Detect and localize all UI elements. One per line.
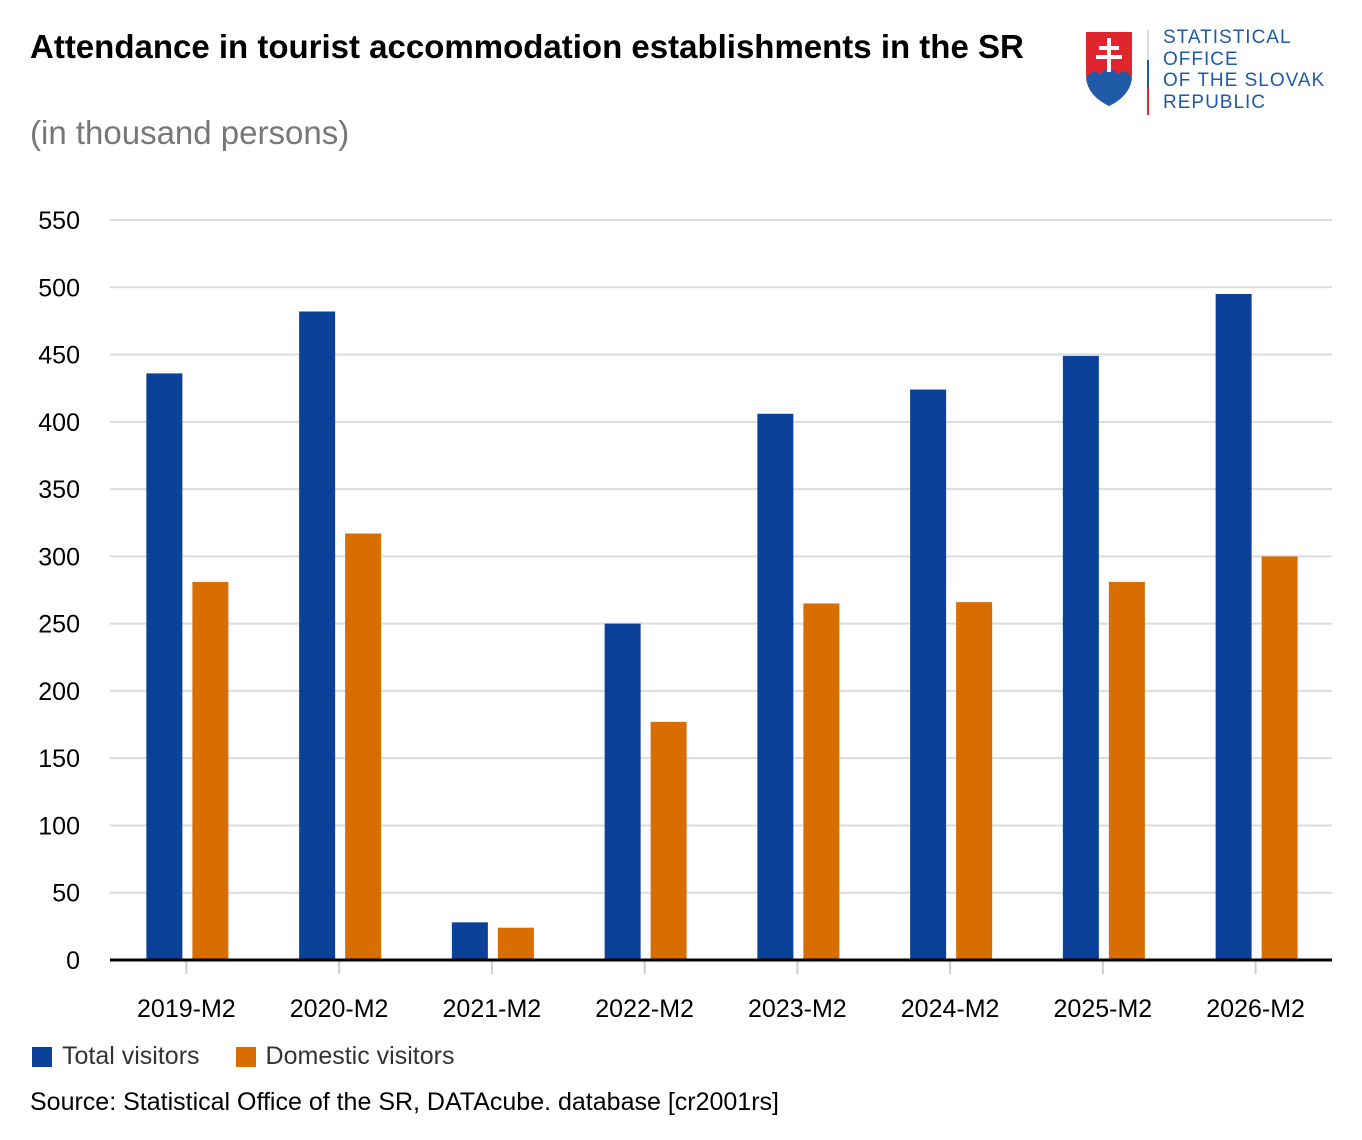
bar-domestic [345,533,382,960]
bar-domestic [650,721,687,960]
x-tick-label: 2020-M2 [290,995,389,1023]
y-tick-label: 150 [38,745,80,773]
y-tick-label: 0 [66,947,80,975]
legend: Total visitors Domestic visitors [32,1042,454,1071]
bar-domestic [497,927,534,960]
y-tick-label: 350 [38,476,80,504]
logo-line: REPUBLIC [1163,91,1267,113]
chart-subtitle: (in thousand persons) [30,114,350,151]
source-note: Source: Statistical Office of the SR, DA… [30,1088,779,1116]
bar-total [757,413,794,960]
bar-total [604,623,641,960]
y-tick-label: 300 [38,543,80,571]
bar-total [1215,294,1252,960]
logo-line: STATISTICAL [1163,27,1292,48]
y-tick-label: 450 [38,342,80,370]
x-tick-label: 2021-M2 [443,995,542,1023]
logo-line: OF THE SLOVAK [1163,70,1326,91]
bar-total [146,373,183,960]
legend-label-domestic: Domestic visitors [265,1042,455,1070]
y-tick-label: 550 [38,207,80,235]
bar-total [910,389,947,960]
legend-label-total: Total visitors [62,1042,200,1070]
bar-domestic [192,581,229,960]
slovak-coat-of-arms-logo [1086,30,1149,115]
bar-total [1062,355,1099,961]
y-tick-label: 500 [38,274,80,302]
y-tick-label: 100 [38,812,80,840]
x-tick-label: 2022-M2 [595,995,694,1023]
x-tick-label: 2023-M2 [748,995,847,1023]
y-tick-label: 200 [38,678,80,706]
x-tick-label: 2019-M2 [137,995,236,1023]
bar-domestic [1261,556,1298,960]
bar-domestic [803,603,840,960]
y-tick-label: 50 [52,880,80,908]
legend-swatch-total [32,1046,52,1067]
y-tick-label: 400 [38,409,80,437]
bar-total [299,311,336,960]
x-tick-label: 2026-M2 [1206,995,1305,1023]
y-tick-label: 250 [38,611,80,639]
x-tick-label: 2025-M2 [1054,995,1153,1023]
bar-domestic [956,602,993,960]
bar-total [451,922,488,960]
legend-swatch-domestic [235,1046,256,1067]
bar-domestic [1108,581,1145,960]
logo-text: STATISTICAL OFFICE OF THE SLOVAK REPUBLI… [1163,27,1325,113]
logo-line: OFFICE [1163,48,1239,70]
chart-title: Attendance in tourist accommodation esta… [30,28,1024,65]
x-tick-label: 2024-M2 [901,995,1000,1023]
